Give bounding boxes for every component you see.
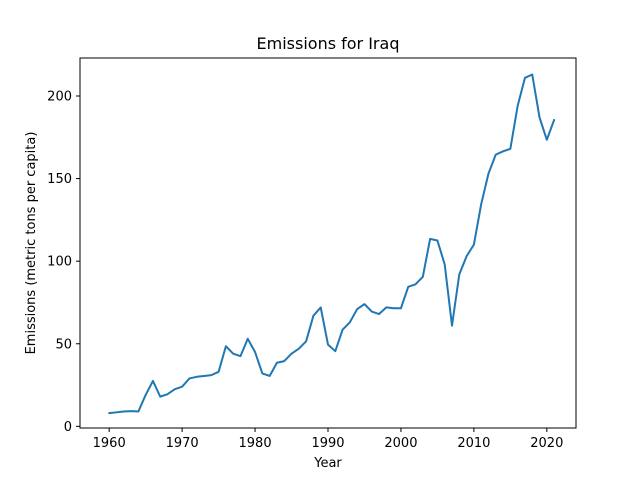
x-tick-label: 2020 bbox=[530, 436, 563, 451]
emissions-series-line bbox=[108, 73, 556, 415]
x-tick-label: 1990 bbox=[311, 436, 344, 451]
y-tick-label: 150 bbox=[47, 172, 72, 187]
x-tick-label: 1960 bbox=[93, 436, 126, 451]
x-tick-label: 1980 bbox=[239, 436, 272, 451]
y-tick-label: 50 bbox=[55, 337, 72, 352]
y-tick-label: 200 bbox=[47, 89, 72, 104]
data-points bbox=[109, 74, 555, 414]
x-tick-label: 1970 bbox=[166, 436, 199, 451]
x-tick-label: 2010 bbox=[457, 436, 490, 451]
y-tick-label: 100 bbox=[47, 255, 72, 270]
chart-title: Emissions for Iraq bbox=[257, 34, 400, 53]
x-tick-label: 2000 bbox=[384, 436, 417, 451]
y-tick-label: 0 bbox=[64, 420, 72, 435]
x-axis-ticks: 1960 1970 1980 1990 2000 2010 2020 bbox=[93, 428, 563, 451]
plot-area bbox=[80, 58, 576, 428]
plot-frame bbox=[79, 57, 577, 429]
y-axis-ticks: 0 50 100 150 200 bbox=[47, 89, 80, 435]
x-axis-label: Year bbox=[313, 456, 342, 471]
y-axis-label: Emissions (metric tons per capita) bbox=[24, 132, 39, 355]
